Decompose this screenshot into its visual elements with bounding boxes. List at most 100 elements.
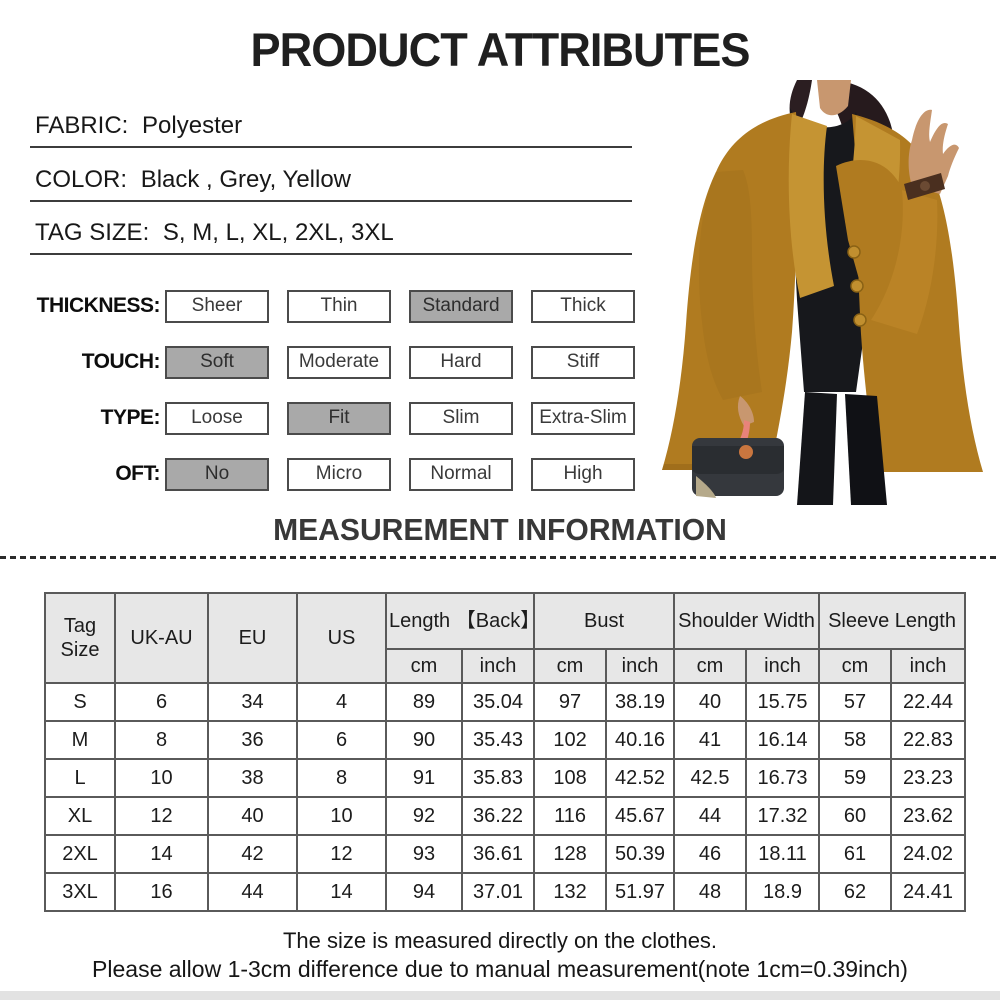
col-header-shoulder-width: Shoulder Width: [673, 592, 821, 650]
cell: 35.43: [460, 720, 536, 760]
option-hard[interactable]: Hard: [409, 345, 513, 379]
cell: 40.16: [605, 720, 676, 760]
option-micro[interactable]: Micro: [287, 457, 391, 491]
model-handbag: [692, 396, 784, 498]
cell: 15.75: [745, 682, 821, 722]
cell: XL: [44, 796, 116, 836]
table-row-3xl: 3XL 16 44 14 94 37.01 132 51.97 48 18.9 62 24.41: [44, 872, 967, 912]
color-field: COLOR: Black , Grey, Yellow: [30, 166, 632, 202]
product-photo: [662, 80, 983, 505]
option-normal[interactable]: Normal: [409, 457, 513, 491]
tag-size-label: TAG SIZE:: [35, 219, 150, 246]
cell: 2XL: [44, 834, 116, 874]
option-soft-selected[interactable]: Soft: [165, 345, 269, 379]
unit-shoulder-cm: cm: [673, 648, 748, 684]
col-header-length-back: Length 【Back】: [384, 592, 540, 650]
thickness-options: Sheer Thin Standard Thick: [165, 289, 653, 323]
cell: 8: [296, 758, 387, 798]
cell: 89: [385, 682, 463, 722]
cell: 34: [207, 682, 298, 722]
option-slim[interactable]: Slim: [409, 401, 513, 435]
unit-bust-inch: inch: [605, 648, 676, 684]
cell: 42: [207, 834, 298, 874]
unit-length-cm: cm: [385, 648, 463, 684]
table-row-m: M 8 36 6 90 35.43 102 40.16 41 16.14 58 22.83: [44, 720, 967, 760]
unit-shoulder-inch: inch: [745, 648, 821, 684]
dashed-divider: [0, 556, 1000, 559]
option-fit-selected[interactable]: Fit: [287, 401, 391, 435]
option-thin[interactable]: Thin: [287, 289, 391, 323]
col-header-tag-size: Tag Size: [44, 592, 116, 684]
cell: L: [44, 758, 116, 798]
cell: 48: [673, 872, 748, 912]
col-header-bust: Bust: [533, 592, 676, 650]
cell: 46: [673, 834, 748, 874]
cell: 6: [296, 720, 387, 760]
table-row-s: S 6 34 4 89 35.04 97 38.19 40 15.75 57 22.44: [44, 682, 967, 722]
cell: 62: [818, 872, 893, 912]
type-label: TYPE:: [100, 406, 161, 429]
cell: 45.67: [605, 796, 676, 836]
cell: 51.97: [605, 872, 676, 912]
option-moderate[interactable]: Moderate: [287, 345, 391, 379]
col-header-uk-au: UK-AU: [114, 592, 209, 684]
table-row-l: L 10 38 8 91 35.83 108 42.52 42.5 16.73 59 23.23: [44, 758, 967, 798]
cell: 40: [207, 796, 298, 836]
thickness-row: THICKNESS: Sheer Thin Standard Thick: [0, 289, 653, 323]
model-hand-raised: [904, 109, 959, 200]
option-loose[interactable]: Loose: [165, 401, 269, 435]
cell: 91: [385, 758, 463, 798]
type-options: Loose Fit Slim Extra-Slim: [165, 401, 653, 435]
option-stiff[interactable]: Stiff: [531, 345, 635, 379]
fabric-value: Polyester: [142, 112, 243, 139]
tag-size-value: S, M, L, XL, 2XL, 3XL: [162, 219, 394, 246]
size-chart-table: Tag Size UK-AU EU US Length 【Back】 Bust …: [44, 592, 967, 912]
cell: S: [44, 682, 116, 722]
option-no-selected[interactable]: No: [165, 457, 269, 491]
touch-options: Soft Moderate Hard Stiff: [165, 345, 653, 379]
option-thick[interactable]: Thick: [531, 289, 635, 323]
cell: 61: [818, 834, 893, 874]
cell: 38: [207, 758, 298, 798]
cell: 40: [673, 682, 748, 722]
col-header-sleeve-length: Sleeve Length: [818, 592, 967, 650]
col-header-us: US: [296, 592, 387, 684]
cell: 36.22: [460, 796, 536, 836]
unit-sleeve-inch: inch: [890, 648, 967, 684]
color-label: COLOR:: [35, 166, 128, 193]
option-standard-selected[interactable]: Standard: [409, 289, 513, 323]
page-title: PRODUCT ATTRIBUTES: [250, 23, 750, 76]
tag-size-field: TAG SIZE: S, M, L, XL, 2XL, 3XL: [30, 219, 632, 255]
cell: 94: [385, 872, 463, 912]
model-pants: [797, 392, 887, 505]
cell: 41: [673, 720, 748, 760]
cell: 22.83: [890, 720, 967, 760]
model-neck: [817, 80, 851, 116]
cell: 12: [114, 796, 209, 836]
cell: 24.02: [890, 834, 967, 874]
cell: 44: [673, 796, 748, 836]
cell: 16.73: [745, 758, 821, 798]
coat-buttons: [847, 245, 867, 327]
cell: 12: [296, 834, 387, 874]
cell: 97: [533, 682, 608, 722]
cell: 36.61: [460, 834, 536, 874]
unit-bust-cm: cm: [533, 648, 608, 684]
cell: M: [44, 720, 116, 760]
option-high[interactable]: High: [531, 457, 635, 491]
cell: 92: [385, 796, 463, 836]
cell: 108: [533, 758, 608, 798]
cell: 23.62: [890, 796, 967, 836]
cell: 18.9: [745, 872, 821, 912]
cell: 10: [114, 758, 209, 798]
cell: 3XL: [44, 872, 116, 912]
cell: 42.52: [605, 758, 676, 798]
cell: 35.04: [460, 682, 536, 722]
cell: 14: [296, 872, 387, 912]
measurement-section-title: MEASUREMENT INFORMATION: [273, 512, 727, 547]
cell: 16.14: [745, 720, 821, 760]
thickness-label: THICKNESS:: [36, 294, 161, 317]
cell: 60: [818, 796, 893, 836]
option-extra-slim[interactable]: Extra-Slim: [531, 401, 635, 435]
option-sheer[interactable]: Sheer: [165, 289, 269, 323]
